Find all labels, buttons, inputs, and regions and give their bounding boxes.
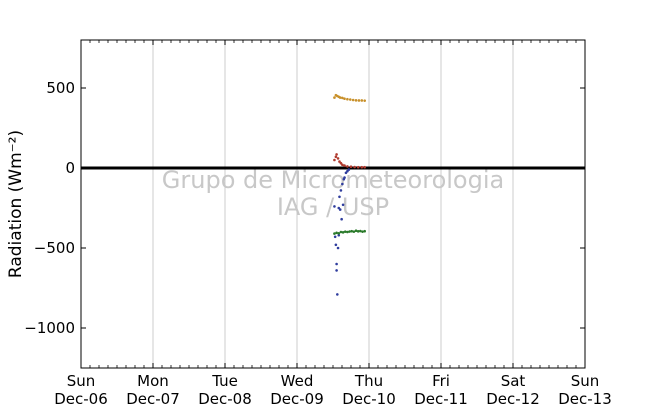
series-0	[333, 93, 366, 102]
x-tick-label-date: Dec-10	[342, 390, 396, 408]
data-series	[333, 93, 366, 296]
data-point	[335, 153, 338, 156]
x-tick-label-day: Sat	[501, 372, 526, 390]
x-tick-label-day: Thu	[354, 372, 383, 390]
data-point	[346, 97, 349, 101]
data-point	[334, 155, 338, 159]
data-point	[339, 230, 343, 234]
series-1	[333, 153, 366, 169]
data-point	[356, 165, 360, 169]
data-point	[339, 189, 343, 192]
y-axis-label: Radiation (Wm⁻²)	[6, 130, 26, 278]
data-point	[349, 165, 353, 169]
x-tick-label-date: Dec-09	[270, 390, 324, 408]
data-point	[360, 165, 364, 169]
data-point	[335, 231, 338, 235]
x-tick-label-day: Mon	[137, 372, 169, 390]
data-point	[333, 235, 337, 239]
plot-background	[81, 40, 585, 368]
data-point	[333, 205, 336, 208]
watermark-line: Grupo de Micrometeorologia	[162, 166, 504, 194]
x-tick-label-day: Tue	[211, 372, 238, 390]
data-point	[333, 232, 336, 235]
data-point	[343, 164, 346, 167]
data-point	[335, 269, 338, 272]
data-point	[337, 231, 341, 235]
data-point	[336, 293, 339, 296]
data-point	[354, 99, 358, 102]
x-tick-label-date: Dec-08	[198, 390, 252, 408]
data-point	[363, 99, 366, 102]
y-tick-label: −1000	[24, 319, 75, 337]
data-point	[341, 182, 344, 186]
data-point	[354, 229, 358, 233]
data-point	[333, 96, 336, 99]
data-point	[347, 168, 351, 171]
y-tick-label: 0	[65, 159, 75, 177]
grid-lines	[152, 40, 514, 368]
x-tick-label-date: Dec-07	[126, 390, 180, 408]
series-2	[333, 168, 351, 296]
y-tick-label: −500	[34, 239, 75, 257]
data-point	[341, 231, 345, 234]
data-point	[336, 246, 340, 250]
data-point	[353, 165, 356, 169]
data-point	[348, 98, 352, 101]
y-tick-labels: 500 0 −500 −1000	[24, 79, 75, 337]
x-tick-label-date: Dec-13	[558, 390, 612, 408]
data-point	[335, 262, 338, 266]
data-point	[338, 195, 341, 199]
data-point	[343, 176, 346, 179]
x-tick-label-day: Wed	[281, 372, 314, 390]
data-point	[352, 230, 356, 233]
data-point	[360, 99, 364, 102]
data-point	[359, 229, 362, 233]
x-tick-label-date: Dec-11	[414, 390, 468, 408]
data-point	[361, 230, 364, 233]
data-point	[333, 158, 336, 162]
data-point	[336, 157, 340, 160]
data-point	[343, 230, 347, 233]
data-point	[341, 163, 344, 167]
x-tick-label-date: Dec-06	[54, 390, 108, 408]
x-tick-label-day: Fri	[432, 372, 450, 390]
x-tick-labels: SunDec-06MonDec-07TueDec-08WedDec-09ThuD…	[54, 372, 612, 408]
data-point	[363, 229, 366, 233]
data-point	[338, 208, 342, 211]
watermark-line: IAG / USP	[277, 193, 389, 221]
data-point	[363, 165, 366, 169]
data-point	[351, 98, 355, 102]
series-3	[333, 229, 366, 235]
data-point	[341, 203, 345, 207]
data-point	[340, 217, 343, 221]
x-tick-label-date: Dec-12	[486, 390, 540, 408]
data-point	[334, 243, 338, 247]
data-point	[337, 233, 341, 237]
data-point	[346, 165, 349, 168]
axis-ticks	[80, 40, 586, 368]
data-point	[350, 229, 354, 233]
data-point	[357, 99, 361, 102]
data-point	[356, 230, 360, 233]
x-tick-label-day: Sun	[67, 372, 96, 390]
data-point	[343, 97, 346, 101]
data-point	[348, 230, 351, 233]
y-tick-label: 500	[46, 79, 75, 97]
data-point	[338, 96, 342, 99]
x-tick-label-day: Sun	[571, 372, 600, 390]
data-point	[341, 96, 344, 100]
data-point	[346, 230, 349, 234]
